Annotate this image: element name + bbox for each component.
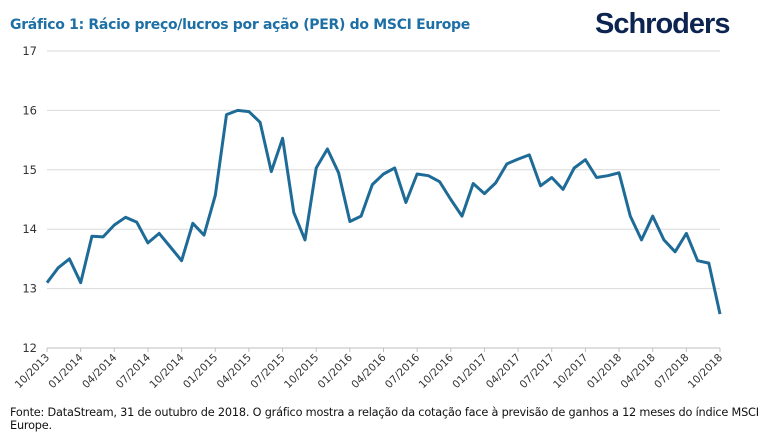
x-tick-label: 04/2014 xyxy=(80,351,120,391)
y-tick-label: 12 xyxy=(22,341,37,355)
x-tick-label: 01/2018 xyxy=(585,352,624,391)
x-tick-label: 01/2014 xyxy=(46,351,86,391)
x-tick-label: 10/2017 xyxy=(551,352,590,391)
x-tick-label: 07/2014 xyxy=(114,351,154,391)
source-note: Fonte: DataStream, 31 de outubro de 2018… xyxy=(10,406,770,432)
x-tick-label: 07/2015 xyxy=(248,352,287,391)
y-tick-label: 13 xyxy=(22,282,37,296)
x-tick-label: 01/2015 xyxy=(181,352,220,391)
y-tick-label: 14 xyxy=(22,222,37,236)
x-tick-label: 04/2017 xyxy=(484,352,523,391)
x-tick-label: 01/2017 xyxy=(450,352,489,391)
x-tick-label: 10/2014 xyxy=(147,351,187,391)
x-tick-label: 10/2015 xyxy=(282,352,321,391)
x-tick-label: 01/2016 xyxy=(316,351,356,391)
x-tick-label: 10/2016 xyxy=(417,351,457,391)
pe-ratio-series-line xyxy=(47,110,720,314)
x-tick-label: 10/2018 xyxy=(686,352,725,391)
x-tick-label: 07/2018 xyxy=(652,352,691,391)
x-tick-label: 04/2016 xyxy=(349,351,389,391)
x-tick-label: 04/2018 xyxy=(618,352,657,391)
y-tick-label: 17 xyxy=(22,44,37,58)
x-tick-label: 10/2013 xyxy=(13,352,52,391)
x-tick-label: 07/2016 xyxy=(383,351,423,391)
x-tick-label: 07/2017 xyxy=(518,352,557,391)
y-tick-label: 15 xyxy=(22,163,37,177)
x-tick-label: 04/2015 xyxy=(215,352,254,391)
y-tick-label: 16 xyxy=(22,103,37,117)
